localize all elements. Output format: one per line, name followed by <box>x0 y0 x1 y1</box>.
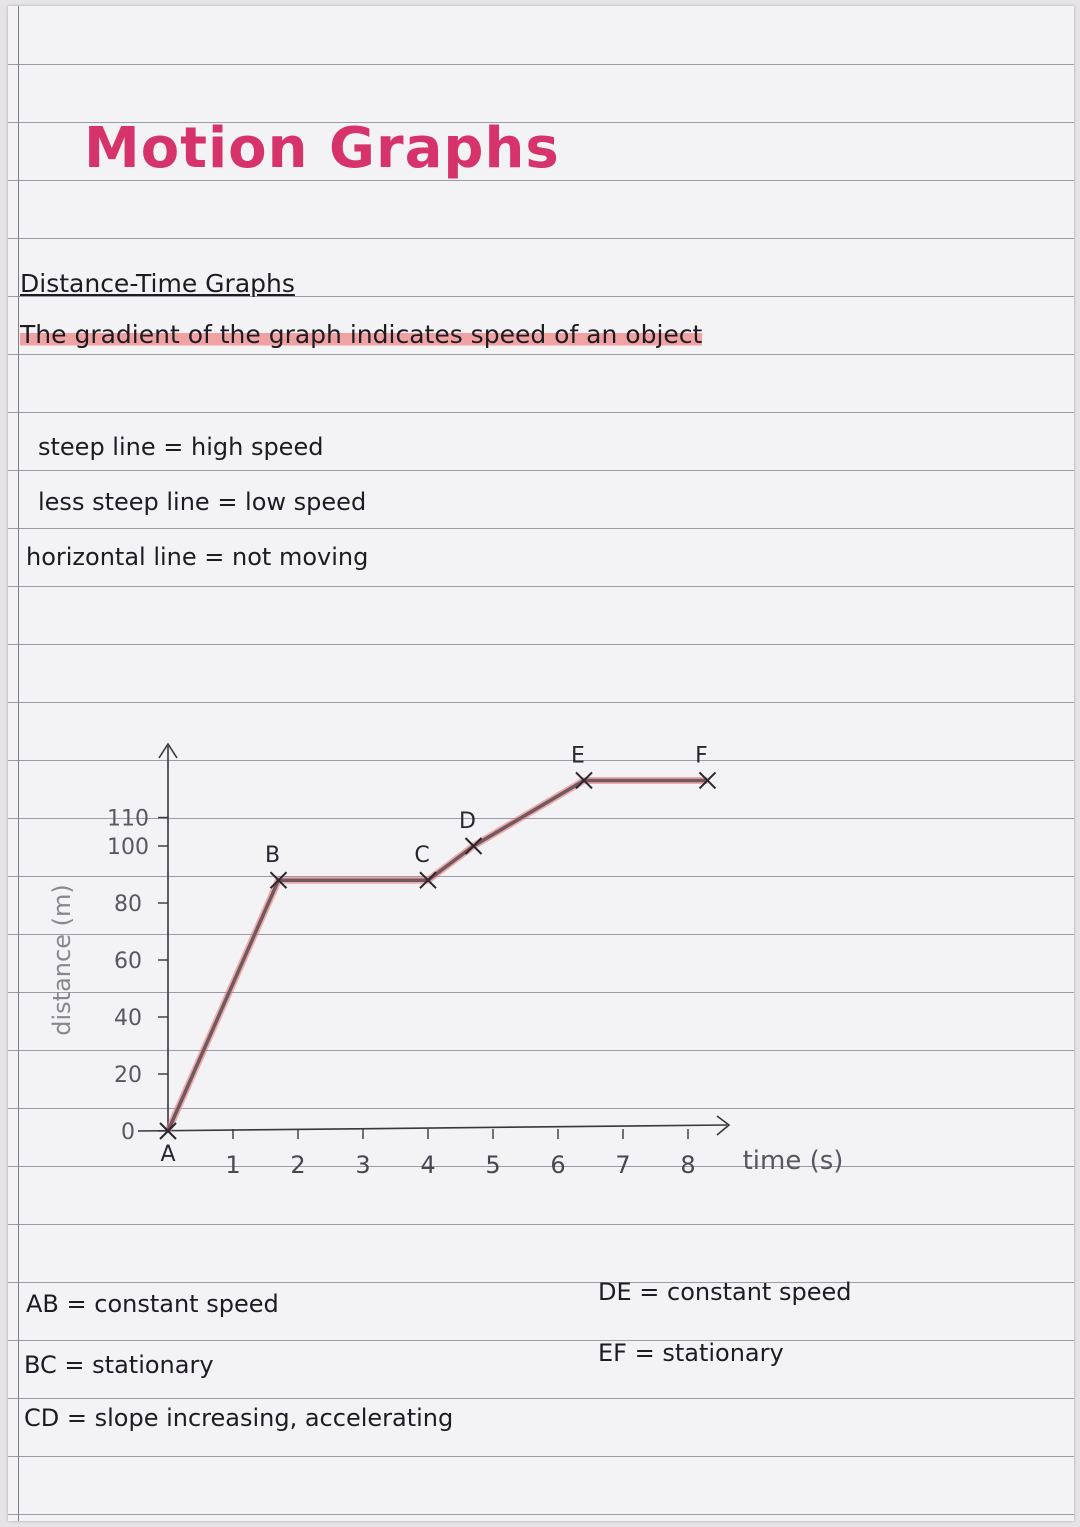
ruled-line <box>8 1398 1074 1399</box>
section-heading: Distance-Time Graphs <box>20 269 295 298</box>
point-marker <box>575 771 593 790</box>
point-label: B <box>265 843 280 868</box>
y-tick-label: 40 <box>114 1006 142 1031</box>
ruled-line <box>8 760 1074 761</box>
ruled-line <box>8 876 1074 877</box>
ruled-line <box>8 122 1074 123</box>
ruled-line <box>8 1282 1074 1283</box>
ruled-line <box>8 586 1074 587</box>
point-marker <box>269 871 288 889</box>
x-tick-label: 7 <box>615 1151 630 1179</box>
y-axis-label: distance (m) <box>48 884 76 1035</box>
x-axis-label: time (s) <box>743 1146 844 1176</box>
x-tick-label: 1 <box>225 1151 240 1179</box>
ruled-line <box>8 354 1074 355</box>
point-marker <box>698 771 717 790</box>
x-tick-label: 3 <box>355 1151 370 1179</box>
ruled-line <box>8 1050 1074 1051</box>
segment-de-note: DE = constant speed <box>598 1278 852 1306</box>
y-tick-label: 80 <box>114 892 142 917</box>
y-tick-label: 20 <box>114 1063 142 1088</box>
point-label: E <box>571 743 585 768</box>
ruled-line <box>8 1456 1074 1457</box>
ruled-line <box>8 296 1074 297</box>
point-label: C <box>414 843 429 868</box>
segment-ef-note: EF = stationary <box>598 1339 784 1367</box>
point-label: F <box>695 743 708 768</box>
ruled-line <box>8 644 1074 645</box>
point-marker <box>419 871 437 889</box>
segment-bc-note: BC = stationary <box>24 1351 214 1379</box>
margin-line <box>18 6 19 1521</box>
ruled-line <box>8 1514 1074 1515</box>
segment-ab-note: AB = constant speed <box>26 1290 279 1318</box>
segment-cd-note: CD = slope increasing, accelerating <box>24 1404 454 1432</box>
x-tick-label: 2 <box>290 1151 305 1179</box>
ruled-line <box>8 528 1074 529</box>
rule-steep-line: steep line = high speed <box>38 433 324 461</box>
notebook-page: Motion Graphs Distance-Time Graphs The g… <box>8 6 1074 1521</box>
ruled-line <box>8 1224 1074 1225</box>
y-tick-label: 110 <box>107 807 149 832</box>
y-tick-label: 60 <box>114 949 142 974</box>
x-tick-label: 4 <box>420 1151 435 1179</box>
x-axis <box>137 1124 728 1132</box>
ruled-line <box>8 1166 1074 1167</box>
point-label: A <box>160 1142 175 1167</box>
y-axis-arrow <box>158 742 178 759</box>
point-marker <box>159 1122 177 1140</box>
ruled-line <box>8 1340 1074 1341</box>
ruled-line <box>8 238 1074 239</box>
ruled-line <box>8 702 1074 703</box>
ruled-line <box>8 64 1074 65</box>
gradient-note: The gradient of the graph indicates spee… <box>20 320 703 349</box>
y-tick-label: 100 <box>107 835 149 860</box>
ruled-line <box>8 818 1074 819</box>
y-tick-label: 0 <box>121 1120 135 1145</box>
x-tick-label: 6 <box>550 1151 565 1179</box>
series-line-highlight <box>164 776 708 1133</box>
rule-horizontal-line: horizontal line = not moving <box>26 543 369 571</box>
ruled-line <box>8 934 1074 935</box>
series-line <box>166 778 708 1132</box>
ruled-line <box>8 1108 1074 1109</box>
ruled-line <box>8 470 1074 471</box>
page-title: Motion Graphs <box>84 116 560 181</box>
ruled-line <box>8 992 1074 993</box>
point-label: D <box>459 809 476 834</box>
x-axis-arrow <box>716 1115 731 1136</box>
point-marker <box>464 837 483 855</box>
rule-less-steep-line: less steep line = low speed <box>38 488 367 516</box>
ruled-line <box>8 412 1074 413</box>
x-tick-label: 5 <box>485 1151 500 1179</box>
gradient-note-text: The gradient of the graph indicates spee… <box>20 320 703 349</box>
x-tick-label: 8 <box>680 1151 695 1179</box>
ruled-line <box>8 180 1074 181</box>
